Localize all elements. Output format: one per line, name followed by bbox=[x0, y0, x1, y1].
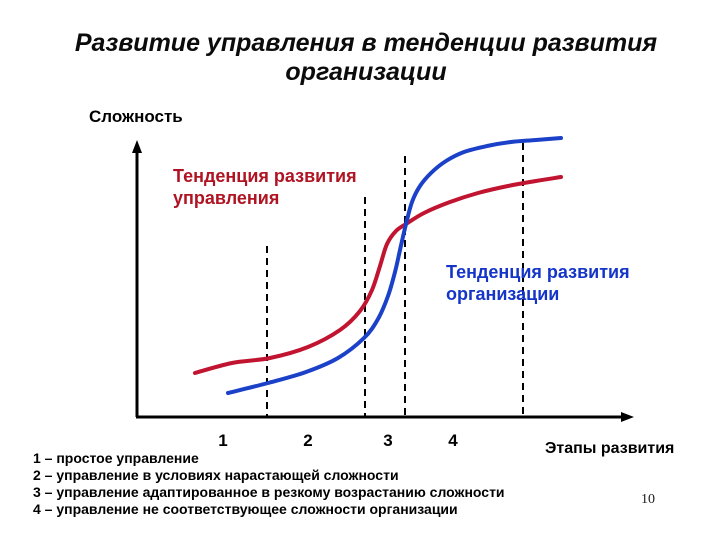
stage-number-1: 1 bbox=[218, 431, 228, 450]
slide-title: Развитие управления в тенденции развития… bbox=[20, 29, 712, 87]
legend: 1 – простое управление 2 – управление в … bbox=[33, 450, 505, 518]
stage-number-4: 4 bbox=[448, 431, 458, 450]
page-number: 10 bbox=[641, 492, 655, 507]
y-axis-arrow bbox=[132, 140, 142, 153]
series-label-organization-line: организации bbox=[446, 284, 560, 304]
legend-item: 1 – простое управление bbox=[33, 450, 199, 466]
slide-title-line: Развитие управления в тенденции развития bbox=[74, 29, 658, 57]
series-curve-organization bbox=[226, 136, 563, 395]
stage-number-2: 2 bbox=[303, 431, 313, 450]
series-label-management-line: Тенденция развития bbox=[173, 166, 357, 186]
legend-item: 3 – управление адаптированное в резкому … bbox=[33, 484, 505, 500]
slide-title-line: организации bbox=[285, 58, 447, 86]
stage-number-3: 3 bbox=[383, 431, 393, 450]
series-curve-management bbox=[193, 175, 563, 375]
y-axis-label: Сложность bbox=[89, 107, 183, 126]
legend-item: 2 – управление в условиях нарастающей сл… bbox=[33, 467, 399, 483]
series-label-management-line: управления bbox=[173, 188, 280, 208]
series-label-management: Тенденция развития управления bbox=[173, 165, 357, 209]
legend-item: 4 – управление не соответствующее сложно… bbox=[33, 501, 458, 517]
x-axis-arrow bbox=[621, 412, 634, 422]
series-label-organization: Тенденция развития организации bbox=[446, 261, 630, 305]
series-label-organization-line: Тенденция развития bbox=[446, 262, 630, 282]
x-axis-label: Этапы развития bbox=[545, 440, 675, 457]
